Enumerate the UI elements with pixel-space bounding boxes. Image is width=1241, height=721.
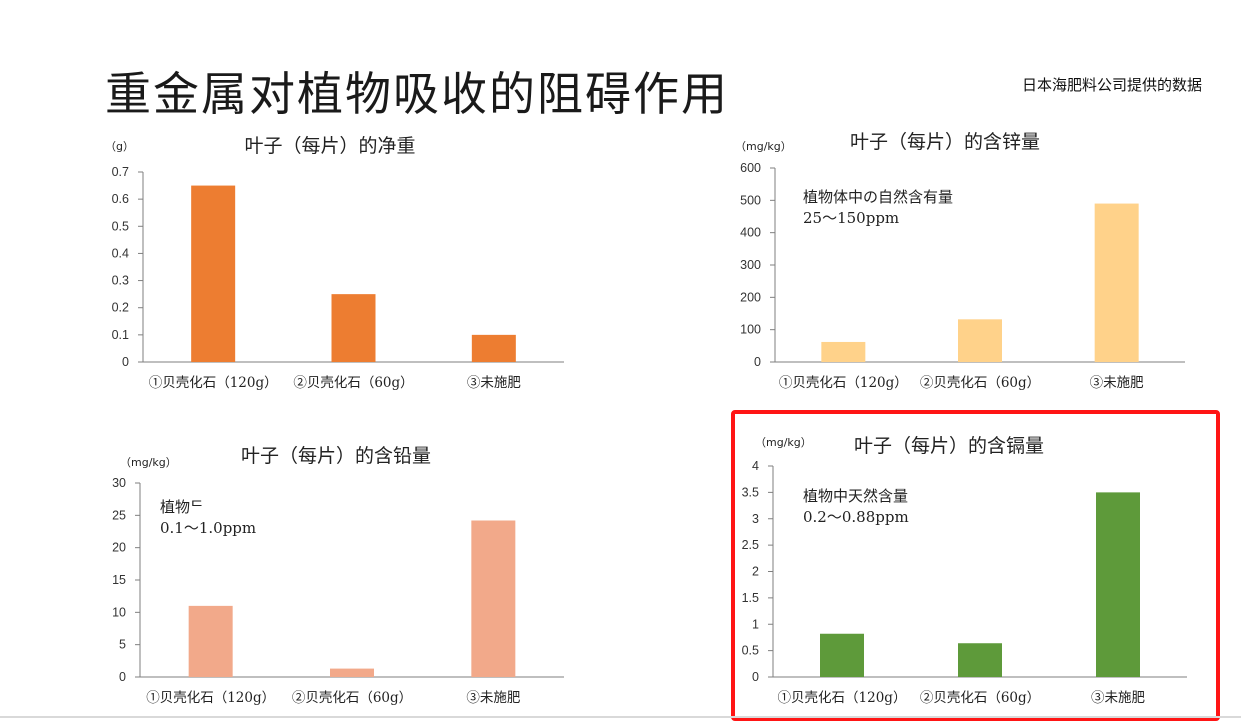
data-source-note: 日本海肥料公司提供的数据 xyxy=(1022,76,1203,94)
y-tick-label: 600 xyxy=(740,161,761,175)
chart-title: 叶子（每片）的含铅量 xyxy=(241,445,431,467)
x-category-label: ③未施肥 xyxy=(466,690,520,706)
chart-svg: 叶子（每片）的净重 （g） 0 0.1 0.2 0.3 0.4 0.5 0.6 0.7 ①贝壳化石（… xyxy=(105,135,564,391)
chart-svg: 叶子（每片）的含锌量 （mg/kg） 0 100 200 300 400 500 600 ①贝壳化… xyxy=(735,131,1185,391)
y-tick-label: 400 xyxy=(740,226,761,240)
y-axis-unit-label: （g） xyxy=(105,140,134,153)
y-tick-label: 3.5 xyxy=(742,485,759,499)
y-tick-label: 0 xyxy=(122,355,129,369)
bar-3 xyxy=(471,520,516,677)
y-tick-label: 500 xyxy=(740,193,761,207)
natural-content-note: 0.2～0.88ppm xyxy=(803,508,909,526)
bar-1 xyxy=(191,185,236,362)
bar-2 xyxy=(958,643,1002,677)
natural-content-note: 植物ᄃ xyxy=(160,498,204,516)
bar-3 xyxy=(1094,203,1139,362)
bar-1 xyxy=(820,633,864,677)
y-tick-label: 0.4 xyxy=(112,246,129,260)
chart-title: 叶子（每片）的含锌量 xyxy=(850,131,1040,153)
y-tick-label: 200 xyxy=(740,290,761,304)
bar-1 xyxy=(188,605,233,677)
chart-svg: 叶子（每片）的含镉量 （mg/kg） 0 0.5 1 1.5 2 2.5 3 3.5 4 ①贝壳化石（… xyxy=(742,435,1187,706)
y-tick-label: 100 xyxy=(740,323,761,337)
y-tick-label: 0.5 xyxy=(742,644,759,658)
natural-content-note: 0.1～1.0ppm xyxy=(160,519,256,537)
x-category-label: ②贝壳化石（60g） xyxy=(920,375,1040,391)
x-category-label: ②贝壳化石（60g） xyxy=(920,690,1040,706)
chart-title: 叶子（每片）的净重 xyxy=(244,135,415,157)
y-tick-label: 15 xyxy=(112,573,126,587)
y-tick-label: 4 xyxy=(752,459,759,473)
x-category-label: ③未施肥 xyxy=(1091,690,1145,706)
x-category-label: ①贝壳化石（120g） xyxy=(146,690,275,706)
x-category-label: ②贝壳化石（60g） xyxy=(293,375,413,391)
y-tick-label: 1 xyxy=(752,617,759,631)
y-tick-label: 0.1 xyxy=(112,328,129,342)
y-tick-label: 0.5 xyxy=(112,219,129,233)
natural-content-note: 植物中天然含量 xyxy=(803,487,908,505)
chart-title: 叶子（每片）的含镉量 xyxy=(854,435,1044,457)
y-tick-label: 2.5 xyxy=(742,538,759,552)
y-tick-label: 10 xyxy=(112,605,126,619)
y-axis-unit-label: （mg/kg） xyxy=(735,140,792,153)
chart-leaf-weight: 叶子（每片）的净重 （g） 0 0.1 0.2 0.3 0.4 0.5 0.6 0.7 ①贝壳化石（… xyxy=(100,128,580,398)
natural-content-note: 植物体中の自然含有量 xyxy=(803,188,953,206)
y-tick-label: 1.5 xyxy=(742,591,759,605)
x-category-label: ①贝壳化石（120g） xyxy=(778,690,907,706)
x-category-label: ③未施肥 xyxy=(1090,375,1144,391)
cadmium-chart-highlight-box xyxy=(731,410,1220,721)
chart-svg: 叶子（每片）的含铅量 （mg/kg） 0 5 10 15 20 25 30 ①贝壳化石（120g）… xyxy=(112,445,564,706)
bar-1 xyxy=(821,341,866,362)
natural-content-note: 25～150ppm xyxy=(803,209,899,227)
chart-cadmium-content: 叶子（每片）的含镉量 （mg/kg） 0 0.5 1 1.5 2 2.5 3 3.5 4 ①贝壳化石（… xyxy=(725,428,1205,706)
y-tick-label: 5 xyxy=(119,638,126,652)
y-tick-label: 0.6 xyxy=(112,192,129,206)
y-axis-unit-label: （mg/kg） xyxy=(755,436,812,449)
y-tick-label: 25 xyxy=(112,508,126,522)
x-category-label: ②贝壳化石（60g） xyxy=(292,690,412,706)
slide-bottom-divider xyxy=(0,716,1241,718)
y-tick-label: 20 xyxy=(112,541,126,555)
y-tick-label: 0 xyxy=(754,355,761,369)
chart-zinc-content: 叶子（每片）的含锌量 （mg/kg） 0 100 200 300 400 500 600 ①贝壳化… xyxy=(725,128,1205,398)
bar-2 xyxy=(330,668,374,677)
y-tick-label: 0 xyxy=(119,670,126,684)
y-axis-unit-label: （mg/kg） xyxy=(120,456,177,469)
x-category-label: ①贝壳化石（120g） xyxy=(149,375,278,391)
chart-lead-content: 叶子（每片）的含铅量 （mg/kg） 0 5 10 15 20 25 30 ①贝壳化石（120g）… xyxy=(100,440,580,715)
bar-2 xyxy=(331,294,376,362)
y-tick-label: 0.3 xyxy=(112,274,129,288)
y-tick-label: 300 xyxy=(740,258,761,272)
y-tick-label: 0.2 xyxy=(112,301,129,315)
y-tick-label: 2 xyxy=(752,565,759,579)
x-category-label: ①贝壳化石（120g） xyxy=(779,375,908,391)
y-tick-label: 0.7 xyxy=(112,165,129,179)
y-tick-label: 30 xyxy=(112,476,126,490)
bar-3 xyxy=(1096,492,1140,677)
y-tick-label: 0 xyxy=(752,670,759,684)
page-title: 重金属对植物吸收的阻碍作用 xyxy=(105,67,729,121)
x-category-label: ③未施肥 xyxy=(467,375,521,391)
bar-2 xyxy=(958,319,1002,362)
bar-3 xyxy=(471,334,516,362)
y-tick-label: 3 xyxy=(752,512,759,526)
